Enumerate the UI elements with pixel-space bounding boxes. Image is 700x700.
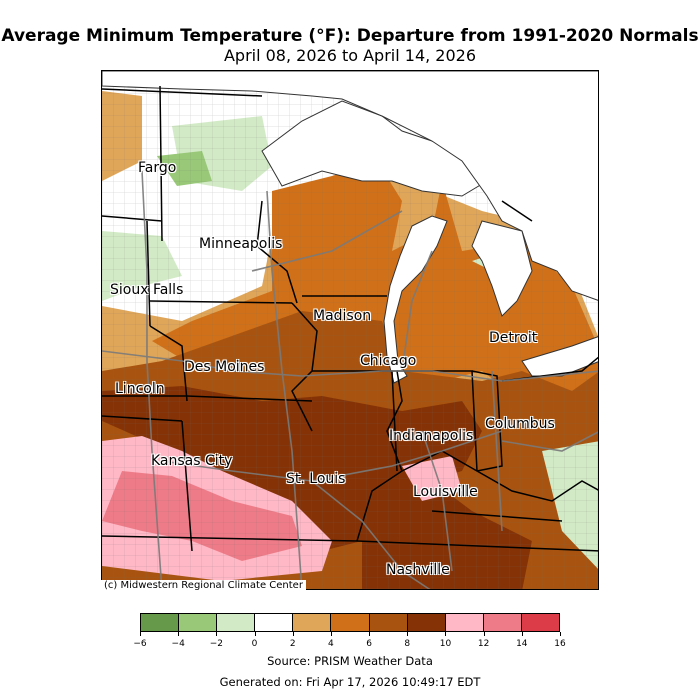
- colorbar-tick-label: 16: [554, 639, 566, 649]
- colorbar-segment: [217, 614, 256, 631]
- colorbar-tick-label: 2: [289, 639, 296, 649]
- colorbar-tick-mark: [292, 632, 294, 636]
- colorbar-tick-label: 14: [516, 639, 528, 649]
- colorbar-tick-label: 6: [366, 639, 372, 649]
- colorbar-segment: [369, 614, 408, 631]
- lake-erie: [521, 336, 598, 377]
- colorbar-segment: [407, 614, 446, 631]
- colorbar-tick-label: −4: [171, 639, 185, 649]
- colorbar: [140, 613, 560, 632]
- city-label-louisville: Louisville: [413, 484, 478, 500]
- colorbar-segment: [293, 614, 332, 631]
- colorbar-tick-label: 4: [328, 639, 334, 649]
- colorbar-tick-mark: [560, 632, 561, 636]
- map-title: Average Minimum Temperature (°F): Depart…: [1, 26, 699, 46]
- colorbar-tick-label: −6: [133, 639, 147, 649]
- colorbar-segment: [255, 614, 294, 631]
- map-panel: Fargo Minneapolis Sioux Falls Madison De…: [101, 70, 599, 590]
- colorbar-segment: [521, 614, 560, 631]
- colorbar-tick-mark: [521, 632, 523, 636]
- data-source: Source: PRISM Weather Data: [267, 654, 433, 668]
- anomaly-map: [102, 71, 598, 589]
- generated-timestamp: Generated on: Fri Apr 17, 2026 10:49:17 …: [219, 675, 481, 689]
- colorbar-tick-mark: [445, 632, 447, 636]
- colorbar-segment: [331, 614, 370, 631]
- colorbar-tick-mark: [407, 632, 409, 636]
- map-subtitle: April 08, 2026 to April 14, 2026: [223, 46, 477, 65]
- city-label-fargo: Fargo: [138, 160, 177, 176]
- colorbar-tick-label: 8: [404, 639, 411, 649]
- colorbar-tick-mark: [178, 632, 180, 636]
- colorbar-segment: [445, 614, 484, 631]
- colorbar-tick-mark: [330, 632, 332, 636]
- colorbar-tick-mark: [216, 632, 218, 636]
- city-label-chicago: Chicago: [360, 353, 417, 369]
- city-label-minneapolis: Minneapolis: [199, 236, 283, 252]
- city-label-madison: Madison: [313, 308, 372, 324]
- colorbar-segment: [179, 614, 218, 631]
- city-label-detroit: Detroit: [489, 330, 538, 346]
- colorbar-segment: [141, 614, 180, 631]
- colorbar-tick-mark: [369, 632, 371, 636]
- copyright-credit: (c) Midwestern Regional Climate Center: [101, 580, 306, 591]
- city-label-kansas-city: Kansas City: [151, 453, 233, 469]
- colorbar-tick-label: −2: [209, 639, 223, 649]
- city-label-st-louis: St. Louis: [286, 471, 346, 487]
- city-label-nashville: Nashville: [386, 562, 450, 578]
- city-label-indianapolis: Indianapolis: [389, 428, 474, 444]
- colorbar-tick-mark: [483, 632, 485, 636]
- city-label-columbus: Columbus: [485, 416, 555, 432]
- lake-huron: [471, 220, 533, 317]
- canada-region: [102, 71, 598, 301]
- city-label-des-moines: Des Moines: [184, 359, 265, 375]
- colorbar-segment: [483, 614, 522, 631]
- lake-michigan: [383, 215, 448, 384]
- colorbar-tick-mark: [254, 632, 256, 636]
- colorbar-tick-mark: [140, 632, 141, 636]
- interstate-highways: [102, 170, 598, 589]
- city-label-sioux-falls: Sioux Falls: [110, 282, 184, 298]
- colorbar-tick-label: 10: [439, 639, 452, 649]
- colorbar-tick-label: 12: [477, 639, 490, 649]
- city-label-lincoln: Lincoln: [115, 381, 165, 397]
- colorbar-tick-label: 0: [251, 639, 258, 649]
